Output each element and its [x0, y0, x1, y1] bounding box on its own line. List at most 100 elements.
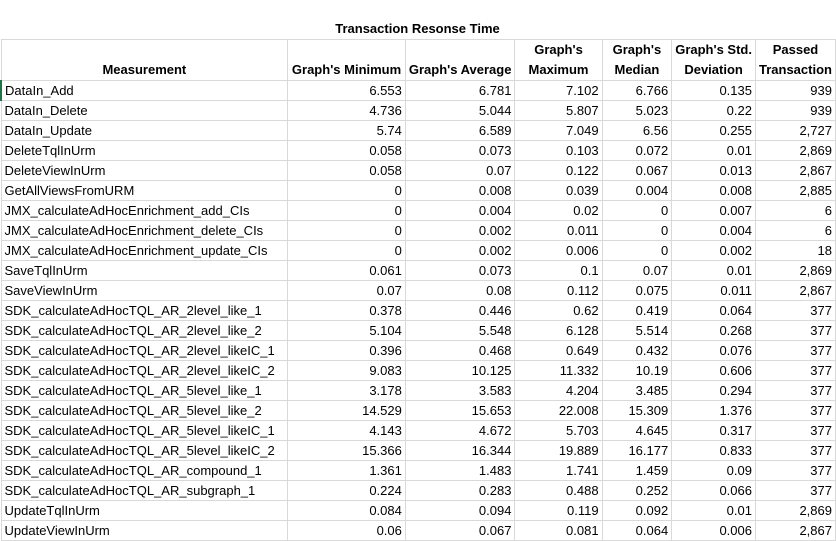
cell-passed[interactable]: 6 [754, 200, 836, 221]
cell-max[interactable]: 11.332 [514, 360, 603, 381]
cell-median[interactable]: 1.459 [601, 460, 673, 481]
cell-max[interactable]: 0.006 [514, 240, 603, 261]
cell-max[interactable]: 7.049 [514, 120, 603, 141]
cell-max[interactable]: 5.703 [514, 420, 603, 441]
table-title[interactable]: Transaction Resonse Time [335, 21, 500, 36]
cell-passed[interactable]: 377 [754, 340, 836, 361]
cell-std[interactable]: 0.135 [671, 80, 756, 101]
cell-max[interactable]: 0.011 [514, 220, 603, 241]
cell-std[interactable]: 1.376 [671, 400, 756, 421]
cell-max[interactable]: 0.488 [514, 480, 603, 501]
cell-name[interactable]: DeleteTqlInUrm [0, 140, 289, 161]
cell-avg[interactable]: 0.07 [404, 160, 516, 181]
cell-name[interactable]: SaveViewInUrm [0, 280, 289, 301]
cell-median[interactable]: 0.075 [601, 280, 673, 301]
cell-name[interactable]: SDK_calculateAdHocTQL_AR_5level_likeIC_1 [0, 420, 289, 441]
cell-name[interactable]: SDK_calculateAdHocTQL_AR_2level_likeIC_1 [0, 340, 289, 361]
cell-passed[interactable]: 2,885 [754, 180, 836, 201]
cell-max[interactable]: 4.204 [514, 380, 603, 401]
cell-std[interactable]: 0.268 [671, 320, 756, 341]
cell-std[interactable]: 0.255 [671, 120, 756, 141]
cell-avg[interactable]: 10.125 [404, 360, 516, 381]
cell-avg[interactable]: 0.004 [404, 200, 516, 221]
cell-max[interactable]: 0.103 [514, 140, 603, 161]
cell-passed[interactable]: 939 [754, 80, 836, 101]
cell-passed[interactable]: 2,867 [754, 160, 836, 181]
cell-max[interactable]: 0.039 [514, 180, 603, 201]
cell-name[interactable]: UpdateTqlInUrm [0, 500, 289, 521]
cell-min[interactable]: 0.396 [287, 340, 406, 361]
cell-min[interactable]: 15.366 [287, 440, 406, 461]
cell-min[interactable]: 0.07 [287, 280, 406, 301]
cell-median[interactable]: 0.419 [601, 300, 673, 321]
cell-std[interactable]: 0.076 [671, 340, 756, 361]
cell-median[interactable]: 0.067 [601, 160, 673, 181]
header-median[interactable]: Graph's Median [601, 39, 673, 81]
cell-median[interactable]: 3.485 [601, 380, 673, 401]
cell-min[interactable]: 0.224 [287, 480, 406, 501]
cell-avg[interactable]: 0.283 [404, 480, 516, 501]
cell-avg[interactable]: 16.344 [404, 440, 516, 461]
cell-name[interactable]: DataIn_Update [0, 120, 289, 141]
cell-passed[interactable]: 18 [754, 240, 836, 261]
cell-avg[interactable]: 6.589 [404, 120, 516, 141]
cell-std[interactable]: 0.09 [671, 460, 756, 481]
cell-std[interactable]: 0.004 [671, 220, 756, 241]
header-max[interactable]: Graph's Maximum [514, 39, 603, 81]
cell-min[interactable]: 0.06 [287, 520, 406, 541]
cell-passed[interactable]: 377 [754, 300, 836, 321]
cell-median[interactable]: 0.004 [601, 180, 673, 201]
cell-median[interactable]: 0.064 [601, 520, 673, 541]
cell-passed[interactable]: 6 [754, 220, 836, 241]
cell-name[interactable]: DeleteViewInUrm [0, 160, 289, 181]
header-measurement[interactable]: Measurement [0, 39, 289, 81]
header-std[interactable]: Graph's Std. Deviation [671, 39, 756, 81]
header-passed[interactable]: Passed Transaction [754, 39, 836, 81]
cell-name[interactable]: SDK_calculateAdHocTQL_AR_5level_likeIC_2 [0, 440, 289, 461]
cell-median[interactable]: 0.072 [601, 140, 673, 161]
cell-median[interactable]: 0.092 [601, 500, 673, 521]
cell-name[interactable]: SDK_calculateAdHocTQL_AR_compound_1 [0, 460, 289, 481]
cell-median[interactable]: 0.432 [601, 340, 673, 361]
cell-std[interactable]: 0.007 [671, 200, 756, 221]
cell-max[interactable]: 19.889 [514, 440, 603, 461]
cell-name[interactable]: UpdateViewInUrm [0, 520, 289, 541]
cell-std[interactable]: 0.006 [671, 520, 756, 541]
cell-name[interactable]: SDK_calculateAdHocTQL_AR_5level_like_2 [0, 400, 289, 421]
cell-max[interactable]: 0.1 [514, 260, 603, 281]
cell-avg[interactable]: 0.008 [404, 180, 516, 201]
cell-max[interactable]: 7.102 [514, 80, 603, 101]
cell-std[interactable]: 0.606 [671, 360, 756, 381]
cell-median[interactable]: 0.252 [601, 480, 673, 501]
cell-avg[interactable]: 0.002 [404, 220, 516, 241]
cell-min[interactable]: 0 [287, 180, 406, 201]
cell-max[interactable]: 0.62 [514, 300, 603, 321]
cell-std[interactable]: 0.317 [671, 420, 756, 441]
cell-std[interactable]: 0.01 [671, 260, 756, 281]
cell-max[interactable]: 22.008 [514, 400, 603, 421]
cell-median[interactable]: 10.19 [601, 360, 673, 381]
cell-passed[interactable]: 2,869 [754, 260, 836, 281]
cell-std[interactable]: 0.01 [671, 500, 756, 521]
cell-name[interactable]: SDK_calculateAdHocTQL_AR_subgraph_1 [0, 480, 289, 501]
cell-max[interactable]: 0.119 [514, 500, 603, 521]
cell-passed[interactable]: 377 [754, 460, 836, 481]
cell-min[interactable]: 9.083 [287, 360, 406, 381]
cell-passed[interactable]: 939 [754, 100, 836, 121]
cell-max[interactable]: 0.122 [514, 160, 603, 181]
cell-passed[interactable]: 377 [754, 380, 836, 401]
cell-median[interactable]: 5.023 [601, 100, 673, 121]
cell-avg[interactable]: 5.548 [404, 320, 516, 341]
cell-name[interactable]: JMX_calculateAdHocEnrichment_delete_CIs [0, 220, 289, 241]
cell-min[interactable]: 5.104 [287, 320, 406, 341]
cell-max[interactable]: 0.081 [514, 520, 603, 541]
cell-median[interactable]: 4.645 [601, 420, 673, 441]
cell-avg[interactable]: 15.653 [404, 400, 516, 421]
cell-std[interactable]: 0.064 [671, 300, 756, 321]
cell-median[interactable]: 5.514 [601, 320, 673, 341]
cell-passed[interactable]: 377 [754, 440, 836, 461]
cell-name[interactable]: GetAllViewsFromURM [0, 180, 289, 201]
cell-name[interactable]: SaveTqlInUrm [0, 260, 289, 281]
cell-max[interactable]: 6.128 [514, 320, 603, 341]
cell-min[interactable]: 0 [287, 220, 406, 241]
